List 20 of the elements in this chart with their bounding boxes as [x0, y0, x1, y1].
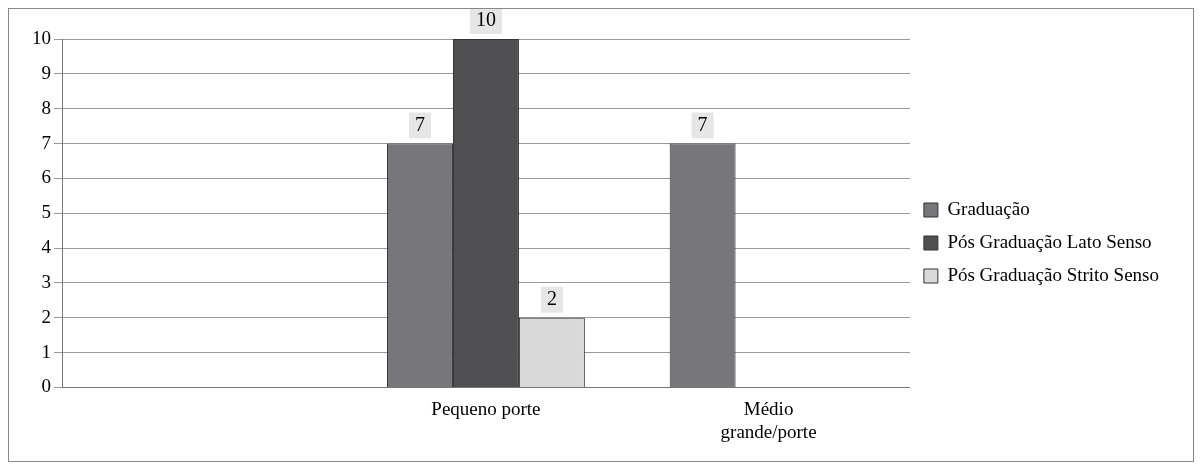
data-label: 7: [697, 112, 708, 135]
y-tick-label: 4: [41, 236, 52, 258]
y-tick-label: 7: [41, 131, 51, 153]
y-tick-label: 0: [41, 375, 51, 397]
data-label: 7: [415, 112, 425, 135]
legend-label: Pós Graduação Strito Senso: [947, 263, 1160, 285]
data-label: 2: [546, 286, 557, 309]
y-tick-label: 3: [41, 270, 51, 292]
x-tick-label: Médio grande/porte: [720, 397, 817, 442]
y-tick-label: 5: [41, 201, 51, 223]
legend-label: Graduação: [947, 197, 1030, 219]
y-tick-label: 10: [32, 26, 51, 48]
y-tick-label: 8: [41, 96, 51, 118]
y-tick-label: 9: [41, 61, 51, 83]
y-tick-label: 1: [41, 340, 51, 362]
y-tick-label: 2: [41, 305, 51, 327]
y-tick-label: 6: [41, 166, 51, 188]
data-label: 10: [475, 8, 496, 31]
x-tick-label: Pequeno porte: [431, 397, 541, 419]
legend-label: Pós Graduação Lato Senso: [947, 230, 1152, 252]
